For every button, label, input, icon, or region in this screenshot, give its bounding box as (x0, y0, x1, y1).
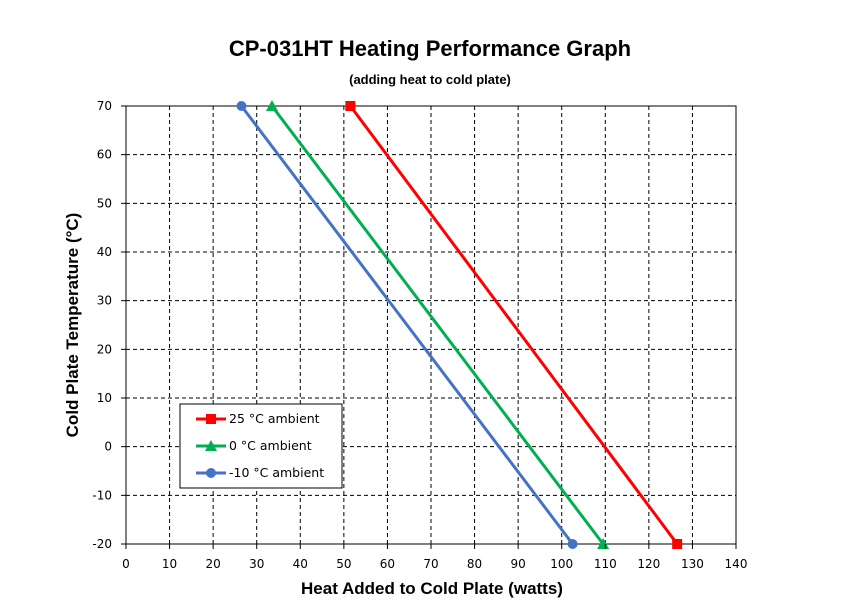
x-tick-label: 20 (206, 557, 221, 571)
y-tick-label: 30 (97, 294, 112, 308)
y-tick-label: 70 (97, 99, 112, 113)
x-axis-ticks: 0 10 20 30 40 50 60 70 80 90 100 110 120 130 140 (122, 544, 747, 571)
chart-title: CP-031HT Heating Performance Graph (229, 36, 631, 61)
data-point (672, 539, 683, 549)
x-tick-label: 90 (511, 557, 526, 571)
series-line (240, 105, 574, 545)
y-tick-label: 10 (97, 391, 112, 405)
legend: 25 °C ambient 0 °C ambient -10 °C ambient (179, 403, 343, 489)
y-tick-label: -10 (92, 488, 112, 502)
y-tick-label: 60 (97, 148, 112, 162)
y-tick-label: 20 (97, 342, 112, 356)
x-tick-label: 0 (122, 557, 130, 571)
x-tick-label: 100 (550, 557, 573, 571)
x-tick-label: 120 (637, 557, 660, 571)
legend-label: -10 °C ambient (229, 465, 324, 480)
x-tick-label: 110 (594, 557, 617, 571)
legend-item-2: 0 °C ambient (196, 438, 312, 453)
data-point (265, 100, 278, 111)
chart-subtitle: (adding heat to cold plate) (349, 72, 511, 87)
data-point (567, 539, 578, 549)
data-point (236, 101, 247, 111)
legend-marker (206, 414, 216, 424)
legend-marker (206, 468, 216, 478)
y-axis-label: Cold Plate Temperature (°C) (63, 213, 82, 438)
x-tick-label: 60 (380, 557, 395, 571)
y-tick-label: 50 (97, 196, 112, 210)
x-tick-label: 10 (162, 557, 177, 571)
x-tick-label: 30 (249, 557, 264, 571)
legend-item-3: -10 °C ambient (196, 465, 324, 480)
x-tick-label: 80 (467, 557, 482, 571)
legend-label: 25 °C ambient (229, 411, 320, 426)
series-1 (345, 101, 683, 549)
legend-item-1: 25 °C ambient (196, 411, 320, 426)
data-point (597, 538, 610, 549)
y-tick-label: 40 (97, 245, 112, 259)
x-tick-label: 70 (423, 557, 438, 571)
y-tick-label: 0 (104, 440, 112, 454)
legend-marker (205, 440, 217, 451)
x-tick-label: 50 (336, 557, 351, 571)
x-tick-label: 140 (725, 557, 748, 571)
series-line (349, 105, 679, 545)
x-axis-label: Heat Added to Cold Plate (watts) (301, 579, 563, 598)
series-group (236, 100, 683, 549)
legend-label: 0 °C ambient (229, 438, 312, 453)
series-line (270, 105, 605, 545)
x-tick-label: 40 (293, 557, 308, 571)
x-tick-label: 130 (681, 557, 704, 571)
series-2 (265, 100, 610, 549)
data-point (345, 101, 356, 111)
series-3 (236, 101, 578, 549)
y-axis-ticks: -20 -10 0 10 20 30 40 50 60 70 (92, 99, 126, 551)
y-tick-label: -20 (92, 537, 112, 551)
